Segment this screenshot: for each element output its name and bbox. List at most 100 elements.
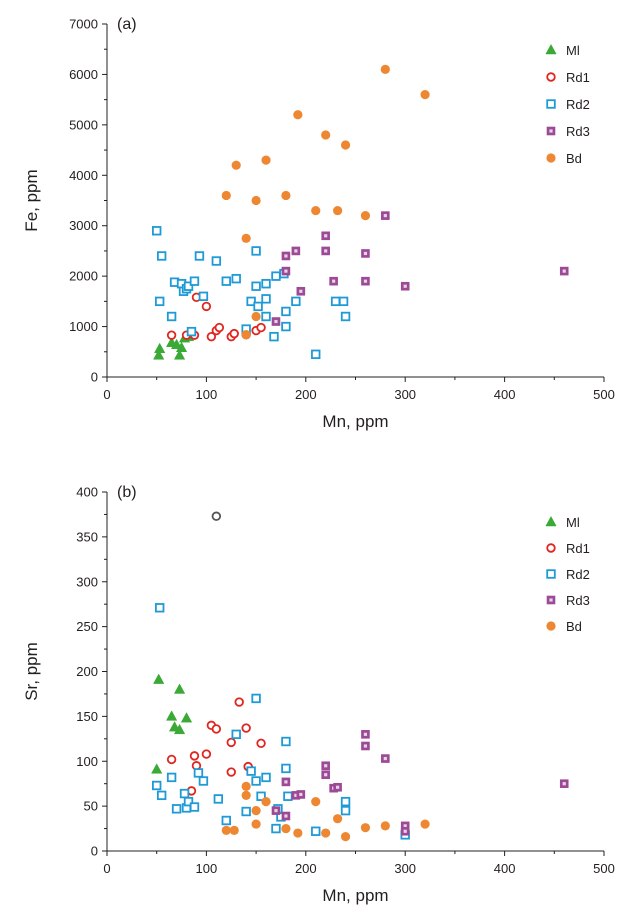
data-point	[271, 823, 281, 834]
series-bd	[221, 781, 430, 842]
data-point	[281, 321, 291, 332]
data-point	[166, 330, 177, 340]
data-point	[151, 780, 162, 791]
data-point	[241, 781, 251, 791]
marker-highlight	[324, 764, 328, 768]
data-point	[241, 806, 251, 817]
marker-highlight	[363, 279, 368, 283]
legend: Ml Rd1 Rd2 Rd3 Bd	[545, 515, 590, 634]
data-point	[253, 301, 263, 312]
data-point	[340, 140, 351, 150]
y-tick-label: 6000	[69, 67, 98, 82]
legend-label: Bd	[566, 619, 582, 634]
data-point	[221, 825, 231, 835]
marker-highlight	[549, 129, 553, 133]
data-point	[198, 291, 209, 302]
data-point	[183, 281, 194, 291]
data-point	[293, 828, 303, 838]
data-point	[211, 724, 222, 734]
data-point	[221, 276, 231, 286]
data-point	[246, 296, 256, 307]
data-point	[180, 712, 193, 723]
data-point	[211, 256, 222, 266]
legend: Ml Rd1 Rd2 Rd3 Bd	[545, 43, 590, 166]
y-tick-label: 300	[76, 574, 98, 589]
marker-highlight	[284, 269, 288, 273]
data-point	[261, 294, 271, 304]
y-tick-label: 5000	[69, 117, 98, 132]
data-point	[251, 819, 261, 829]
y-tick-label: 1000	[69, 319, 98, 334]
data-point	[360, 823, 371, 833]
data-point	[193, 768, 204, 778]
data-point	[380, 64, 390, 74]
data-point	[166, 772, 177, 783]
data-point	[420, 819, 430, 829]
data-point	[251, 806, 261, 816]
legend-marker	[546, 72, 556, 82]
data-point	[151, 226, 162, 236]
data-point	[251, 246, 261, 256]
data-point	[271, 271, 281, 281]
data-point	[281, 736, 291, 747]
marker-highlight	[324, 249, 328, 253]
data-point	[226, 767, 236, 777]
marker-highlight	[284, 780, 288, 784]
legend-label: Bd	[566, 151, 582, 166]
legend-marker	[546, 153, 556, 163]
marker-highlight	[284, 814, 288, 818]
data-point	[165, 710, 178, 721]
chart-panel-b: 0 50 100 150 200 250 300 350 400 0 100 200 300 400 500…	[22, 484, 615, 905]
series-rd2	[151, 226, 351, 360]
x-tick-label: 200	[295, 387, 317, 402]
series-rd3	[271, 730, 569, 836]
data-point	[173, 723, 186, 735]
data-point	[330, 296, 341, 307]
data-point	[283, 791, 293, 801]
legend-marker	[545, 515, 557, 527]
y-tick-label: 100	[76, 754, 98, 769]
data-point	[231, 160, 241, 170]
marker-highlight	[274, 809, 278, 813]
marker-highlight	[403, 284, 407, 288]
x-tick-label: 300	[394, 861, 416, 876]
data-point	[291, 296, 301, 307]
marker-highlight	[562, 782, 566, 786]
marker-highlight	[403, 824, 407, 828]
marker-highlight	[336, 785, 340, 789]
y-axis-title: Fe, ppm	[22, 169, 41, 231]
data-point	[241, 723, 251, 733]
data-point	[166, 754, 177, 765]
data-point	[269, 331, 279, 342]
data-point	[186, 326, 197, 337]
marker-highlight	[562, 269, 566, 273]
data-point	[201, 749, 212, 759]
data-point	[380, 821, 390, 831]
series-rd2	[151, 603, 410, 840]
marker-highlight	[284, 254, 288, 258]
data-point	[251, 776, 261, 786]
data-point	[241, 330, 251, 340]
data-point	[154, 603, 165, 613]
data-point	[256, 322, 266, 333]
data-point	[340, 796, 351, 807]
marker-highlight	[363, 732, 368, 736]
y-tick-label: 4000	[69, 168, 98, 183]
data-point	[189, 802, 200, 812]
x-tick-label: 400	[494, 861, 516, 876]
data-point	[156, 251, 167, 261]
legend-label: Rd3	[566, 593, 590, 608]
data-point	[360, 211, 371, 221]
data-point	[189, 276, 200, 286]
data-point	[281, 190, 291, 201]
data-point	[234, 697, 244, 707]
y-tick-label: 200	[76, 664, 98, 679]
marker-highlight	[294, 793, 298, 797]
data-point	[251, 281, 261, 291]
y-tick-label: 7000	[69, 17, 98, 32]
data-point	[166, 311, 177, 322]
data-point	[321, 828, 331, 838]
data-point	[340, 805, 351, 816]
series-outlier	[211, 511, 222, 521]
x-tick-label: 300	[394, 387, 416, 402]
